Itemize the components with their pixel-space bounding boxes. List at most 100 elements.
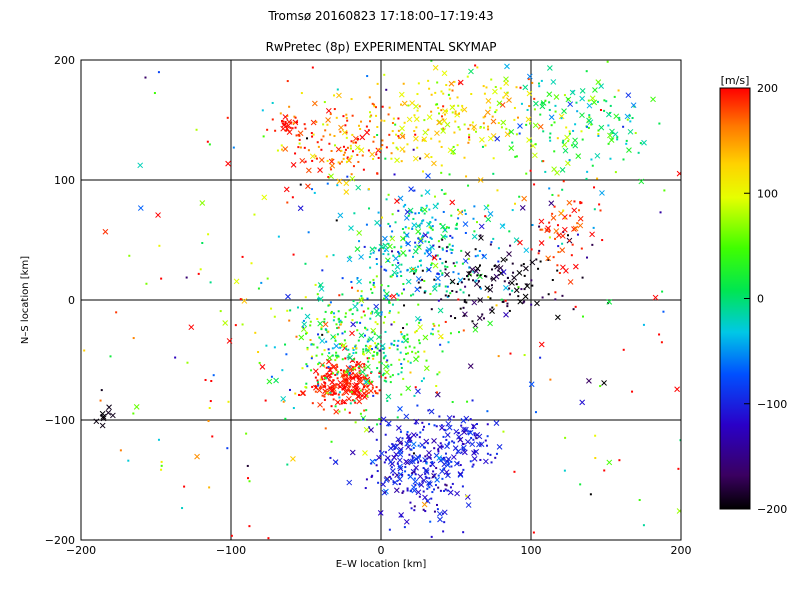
data-point-dot (329, 391, 332, 394)
data-point-dot (461, 104, 464, 107)
data-point-dot (315, 386, 318, 389)
data-point-dot (377, 156, 380, 159)
data-point-dot (204, 378, 207, 381)
data-point-dot (392, 473, 395, 476)
data-point-x (349, 449, 356, 456)
data-point-x (373, 308, 380, 314)
data-point-dot (417, 265, 420, 268)
data-point-dot (564, 217, 567, 220)
y-axis-label: N–S location [km] (20, 256, 31, 344)
data-point-dot (437, 273, 440, 276)
data-point-dot (352, 376, 355, 379)
data-point-dot (382, 297, 385, 300)
data-point-dot (444, 265, 447, 268)
data-point-dot (371, 102, 374, 105)
data-point-dot (341, 344, 344, 347)
data-point-dot (324, 382, 327, 385)
data-point-dot (300, 92, 303, 95)
y-tick-label: 0 (68, 294, 75, 307)
data-point-dot (370, 370, 373, 373)
data-point-dot (492, 157, 495, 160)
data-point-x (414, 286, 421, 293)
x-axis-label: E–W location [km] (336, 559, 427, 570)
data-point-dot (336, 88, 339, 91)
data-point-x (517, 239, 523, 246)
data-point-dot (413, 189, 416, 192)
data-point-dot (588, 116, 591, 119)
data-point-x (397, 446, 404, 453)
data-point-dot (401, 340, 404, 343)
data-point-x (357, 379, 364, 386)
data-point-x (539, 103, 546, 110)
data-point-dot (472, 463, 475, 466)
data-point-dot (474, 280, 477, 283)
data-point-dot (508, 293, 511, 296)
data-point-dot (246, 464, 249, 467)
data-point-x (387, 243, 393, 250)
data-point-x (441, 70, 448, 77)
data-point-dot (414, 483, 417, 486)
data-point-dot (337, 318, 340, 321)
data-point-dot (381, 216, 384, 219)
data-point-dot (454, 120, 457, 123)
data-point-x (342, 380, 349, 387)
data-point-dot (376, 392, 379, 395)
data-point-dot (441, 273, 444, 276)
data-point-dot (425, 204, 428, 207)
data-point-dot (343, 374, 346, 377)
data-point-x (457, 79, 464, 86)
data-point-dot (327, 330, 330, 333)
data-point-x (364, 388, 370, 395)
data-point-dot (302, 319, 305, 322)
data-point-dot (570, 254, 573, 257)
data-point-dot (593, 208, 596, 211)
data-point-dot (419, 232, 422, 235)
data-point-dot (411, 227, 414, 230)
data-point-dot (514, 202, 517, 205)
data-point-dot (307, 149, 310, 152)
data-point-dot (489, 243, 492, 246)
data-point-dot (618, 459, 621, 462)
data-point-x (471, 299, 478, 306)
data-point-dot (542, 130, 545, 133)
data-point-dot (340, 369, 343, 372)
data-point-dot (346, 175, 349, 178)
data-point-dot (388, 106, 391, 109)
data-point-dot (388, 311, 391, 314)
data-point-dot (144, 76, 147, 79)
data-point-dot (336, 377, 339, 380)
data-point-x (415, 489, 422, 496)
data-point-dot (542, 160, 545, 163)
data-point-dot (348, 353, 351, 356)
data-point-x (387, 459, 394, 465)
data-point-dot (212, 374, 215, 377)
data-point-dot (352, 165, 355, 168)
data-point-dot (464, 285, 467, 288)
data-point-dot (474, 130, 477, 133)
data-point-dot (420, 208, 423, 211)
data-point-dot (544, 170, 547, 173)
data-point-dot (362, 348, 365, 351)
data-point-dot (440, 115, 443, 118)
data-point-x (311, 100, 318, 107)
data-point-x (416, 244, 422, 250)
data-point-dot (500, 298, 503, 301)
data-point-dot (431, 216, 434, 219)
data-point-x (385, 420, 392, 427)
data-point-x (592, 87, 598, 93)
data-point-dot (540, 101, 543, 104)
data-point-dot (382, 374, 385, 377)
data-point-dot (289, 388, 292, 391)
data-point-x (413, 418, 420, 425)
data-point-dot (502, 223, 505, 226)
data-point-dot (396, 298, 399, 301)
data-point-x (586, 377, 592, 384)
data-point-dot (390, 323, 393, 326)
data-point-x (577, 215, 584, 222)
data-point-dot (441, 238, 444, 241)
data-point-dot (485, 444, 488, 447)
data-point-x (347, 354, 354, 361)
data-point-dot (418, 436, 421, 439)
data-point-dot (463, 299, 466, 302)
data-point-dot (433, 324, 436, 327)
